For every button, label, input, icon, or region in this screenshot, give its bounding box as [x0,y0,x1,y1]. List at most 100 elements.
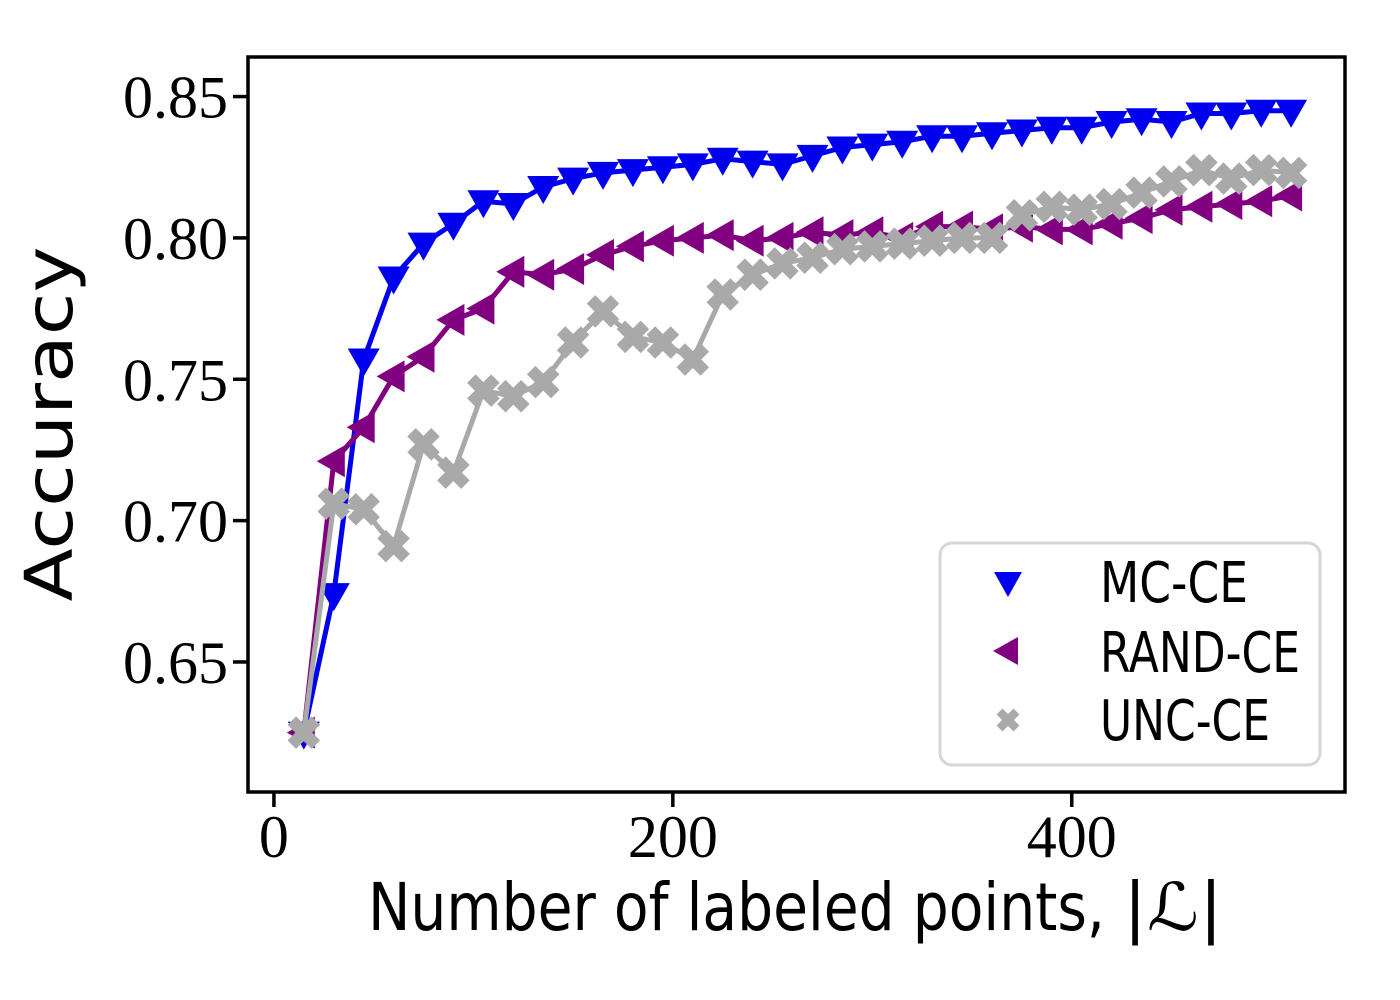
unc-ce-marker-icon [996,708,1020,732]
unc-ce-marker [287,716,321,749]
unc-ce-marker [945,221,979,255]
y-tick-label: 0.85 [123,65,228,131]
x-tick-label: 400 [1027,804,1117,870]
unc-ce-marker [975,221,1009,255]
unc-ce-marker [526,365,560,399]
mc-ce-marker [826,136,859,165]
rand-ce-marker [1274,179,1303,212]
legend-item-mc-ce: MC-CE [994,551,1248,616]
rand-ce-marker [586,238,614,271]
unc-ce-marker [1095,187,1128,221]
plot-area: 0 200 400 0.65 0.70 0.75 0.80 0.85 [123,55,1347,870]
mc-ce-marker [1035,116,1068,145]
legend: MC-CE RAND-CE UNC-CE [938,541,1322,767]
mc-ce-marker [946,125,978,154]
rand-ce-marker [1154,193,1183,226]
unc-ce-marker [1005,199,1039,232]
mc-ce-marker [676,153,709,182]
unc-ce-marker [1244,153,1278,187]
rand-ce-marker [376,360,405,393]
unc-ce-marker [1185,153,1218,187]
legend-item-unc-ce: UNC-CE [996,689,1270,754]
unc-ce-marker [1155,165,1188,198]
rand-ce-marker [1184,190,1213,223]
unc-ce-marker [646,326,680,359]
unc-ce-marker [467,374,500,407]
unc-ce-marker [347,493,380,526]
rand-ce-marker-icon [993,637,1018,665]
y-axis-label: Accuracy [11,247,88,602]
mc-ce-marker [317,583,350,612]
rand-ce-marker [346,411,375,444]
plot-frame [246,55,1347,794]
unc-ce-marker [616,320,650,354]
rand-ce-marker [1244,185,1273,218]
rand-ce-marker [406,340,435,373]
mc-ce-marker [467,190,500,219]
rand-ce-marker [316,445,345,478]
mc-ce-marker-icon [994,572,1022,597]
mc-ce-marker [616,159,649,188]
unc-ce-marker [766,247,799,280]
x-axis-label: Number of labeled points, |ℒ| [368,869,1223,946]
legend-label-mc-ce: MC-CE [1100,551,1248,616]
rand-ce-marker [615,230,644,263]
y-tick-label: 0.75 [123,347,228,413]
unc-ce-marker [915,224,949,257]
unc-ce-marker [826,232,859,266]
legend-box [938,541,1322,767]
unc-ce-marker [676,343,710,376]
mc-ce-marker [1125,108,1158,137]
mc-ce-marker [587,161,619,190]
unc-ce-marker [1035,190,1069,224]
unc-ce-marker [556,326,590,359]
unc-ce-marker [856,230,889,263]
rand-ce-marker [1124,202,1153,235]
mc-ce-marker [916,125,949,154]
rand-ce-marker [556,253,585,285]
rand-ce-line [301,193,1294,736]
rand-ce-marker [526,258,555,291]
unc-ce-marker [586,295,620,328]
mc-ce-marker [437,212,470,241]
unc-ce-marker [377,529,410,563]
mc-ce-marker [796,144,829,173]
rand-ce-marker [1214,188,1243,220]
mc-ce-marker [557,167,590,196]
mc-ce-marker [1245,99,1278,128]
mc-ce-marker [646,156,679,185]
mc-ce-line [301,108,1294,736]
legend-label-rand-ce: RAND-CE [1100,621,1300,686]
unc-ce-marker [317,487,351,520]
unc-ce-marker [407,428,440,461]
mc-ce-marker [706,147,739,176]
mc-ce-marker [976,122,1008,151]
mc-ce-marker [497,193,530,221]
unc-ce-marker [885,227,919,260]
mc-ce-marker [377,266,410,295]
legend-label-unc-ce: UNC-CE [1100,689,1270,754]
rand-ce-marker [765,221,794,254]
mc-ce-marker [1275,99,1308,128]
mc-ce-marker [736,150,769,179]
mc-ce-marker [1005,119,1038,148]
unc-ce-marker [437,456,470,489]
unc-ce-marker [1065,193,1098,226]
unc-ce-marker [736,258,769,291]
unc-ce-marker [1125,176,1158,209]
rand-ce-marker [795,216,824,249]
rand-ce-marker [1034,213,1063,246]
mc-ce-marker [1095,111,1128,139]
y-tick-label: 0.80 [123,206,228,272]
legend-item-rand-ce: RAND-CE [993,621,1300,686]
unc-ce-marker [1215,162,1248,195]
rand-ce-marker [705,219,734,252]
rand-ce-marker [675,221,704,254]
mc-ce-marker [1185,102,1218,131]
mc-ce-marker [1155,111,1188,139]
unc-ce-line [301,167,1294,736]
mc-ce-marker [1065,116,1098,145]
x-tick-label: 200 [628,804,718,870]
